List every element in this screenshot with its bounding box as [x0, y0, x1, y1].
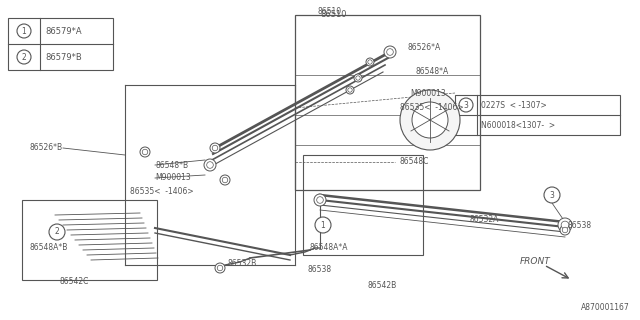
Circle shape: [563, 227, 568, 233]
Text: 86548A*B: 86548A*B: [30, 244, 68, 252]
Bar: [22, 200, 157, 280]
Circle shape: [17, 50, 31, 64]
Text: FRONT: FRONT: [520, 258, 551, 267]
Text: 86542C: 86542C: [60, 277, 90, 286]
Circle shape: [558, 218, 572, 232]
Circle shape: [315, 217, 331, 233]
Text: 86548*B: 86548*B: [155, 161, 188, 170]
Bar: [303, 155, 423, 255]
Circle shape: [366, 58, 374, 66]
Circle shape: [354, 74, 362, 82]
Text: 86526*A: 86526*A: [408, 44, 441, 52]
Circle shape: [207, 162, 213, 168]
Circle shape: [368, 60, 372, 64]
Bar: [455, 95, 620, 135]
Circle shape: [17, 24, 31, 38]
Circle shape: [317, 197, 323, 203]
Circle shape: [140, 147, 150, 157]
Text: 86548A*A: 86548A*A: [310, 244, 349, 252]
Circle shape: [142, 149, 148, 155]
Text: 86526*B: 86526*B: [30, 143, 63, 153]
Circle shape: [561, 221, 569, 229]
Circle shape: [212, 145, 218, 151]
Circle shape: [384, 46, 396, 58]
Circle shape: [387, 49, 394, 55]
Circle shape: [49, 224, 65, 240]
Text: 86510: 86510: [320, 10, 346, 19]
Circle shape: [222, 177, 228, 183]
Circle shape: [348, 88, 352, 92]
Text: 86579*B: 86579*B: [45, 52, 82, 61]
Circle shape: [346, 86, 354, 94]
Circle shape: [459, 98, 473, 112]
Bar: [295, 15, 480, 190]
Circle shape: [314, 194, 326, 206]
Circle shape: [204, 159, 216, 171]
Text: 1: 1: [321, 220, 325, 229]
Text: 86535<  -1406>: 86535< -1406>: [130, 188, 194, 196]
Circle shape: [400, 90, 460, 150]
Text: 3: 3: [550, 190, 554, 199]
Circle shape: [356, 76, 360, 80]
Text: 86538: 86538: [308, 266, 332, 275]
Text: 1: 1: [22, 27, 26, 36]
Circle shape: [210, 143, 220, 153]
Text: 86542B: 86542B: [368, 281, 397, 290]
Text: 0227S  < -1307>: 0227S < -1307>: [481, 100, 547, 109]
Circle shape: [544, 187, 560, 203]
Text: 2: 2: [22, 52, 26, 61]
Text: 86510: 86510: [318, 7, 342, 17]
Circle shape: [220, 175, 230, 185]
Text: 3: 3: [463, 100, 468, 109]
Text: 2: 2: [54, 228, 60, 236]
Text: 86538: 86538: [568, 220, 592, 229]
Text: 86532A: 86532A: [470, 215, 499, 225]
Text: M900013: M900013: [155, 173, 191, 182]
Circle shape: [217, 265, 223, 271]
Text: 86532B: 86532B: [228, 259, 257, 268]
Circle shape: [215, 263, 225, 273]
Text: 86548*A: 86548*A: [415, 68, 448, 76]
Circle shape: [560, 225, 570, 235]
Text: 86579*A: 86579*A: [45, 27, 82, 36]
Text: 86548C: 86548C: [400, 157, 429, 166]
Text: M900013: M900013: [410, 89, 445, 98]
Text: N600018<1307-  >: N600018<1307- >: [481, 121, 555, 130]
Bar: [8, 18, 113, 70]
Circle shape: [412, 102, 448, 138]
Text: 86535<  -1406>: 86535< -1406>: [400, 103, 463, 113]
Text: A870001167: A870001167: [581, 303, 630, 312]
